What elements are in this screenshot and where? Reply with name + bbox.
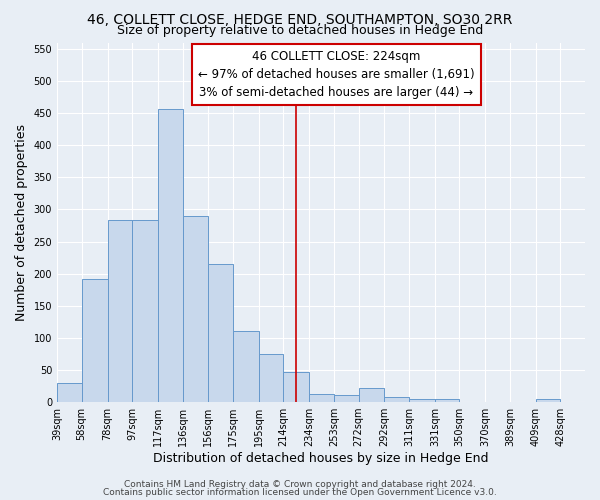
Bar bbox=[208, 264, 233, 402]
Bar bbox=[182, 216, 208, 402]
Bar bbox=[158, 108, 182, 402]
Bar bbox=[310, 394, 334, 402]
Text: Contains public sector information licensed under the Open Government Licence v3: Contains public sector information licen… bbox=[103, 488, 497, 497]
Bar bbox=[359, 388, 385, 402]
Bar bbox=[233, 332, 259, 402]
Bar bbox=[82, 279, 107, 402]
Bar bbox=[57, 383, 82, 402]
Text: Size of property relative to detached houses in Hedge End: Size of property relative to detached ho… bbox=[117, 24, 483, 37]
Bar bbox=[283, 372, 310, 402]
Y-axis label: Number of detached properties: Number of detached properties bbox=[15, 124, 28, 321]
Bar bbox=[259, 354, 283, 402]
Bar bbox=[107, 220, 132, 402]
Bar bbox=[409, 399, 435, 402]
Bar bbox=[385, 397, 409, 402]
Bar bbox=[435, 399, 460, 402]
Text: 46, COLLETT CLOSE, HEDGE END, SOUTHAMPTON, SO30 2RR: 46, COLLETT CLOSE, HEDGE END, SOUTHAMPTO… bbox=[88, 12, 512, 26]
X-axis label: Distribution of detached houses by size in Hedge End: Distribution of detached houses by size … bbox=[153, 452, 489, 465]
Bar bbox=[132, 220, 158, 402]
Text: Contains HM Land Registry data © Crown copyright and database right 2024.: Contains HM Land Registry data © Crown c… bbox=[124, 480, 476, 489]
Bar bbox=[334, 395, 359, 402]
Bar bbox=[536, 399, 560, 402]
Text: 46 COLLETT CLOSE: 224sqm
← 97% of detached houses are smaller (1,691)
3% of semi: 46 COLLETT CLOSE: 224sqm ← 97% of detach… bbox=[198, 50, 475, 99]
